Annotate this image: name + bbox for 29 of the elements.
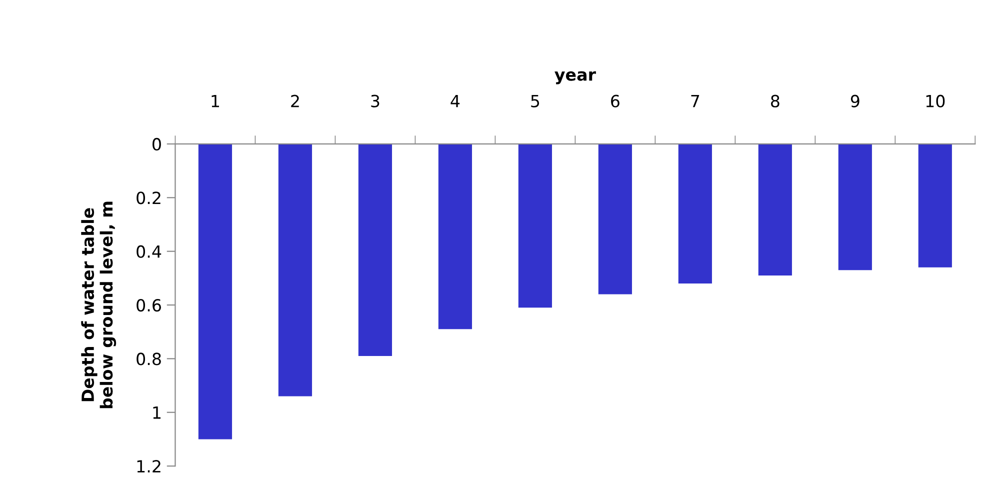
x-tick-label: 10 <box>926 94 945 108</box>
y-tick-label: 0 <box>152 138 161 151</box>
x-tick-label: 5 <box>531 95 540 108</box>
bar <box>918 144 952 268</box>
y-tick-label: 0.6 <box>136 298 161 312</box>
bar <box>358 144 392 356</box>
x-tick-label: 4 <box>450 95 460 108</box>
x-tick-label: 7 <box>691 95 700 108</box>
bar <box>598 144 632 294</box>
x-tick-label: 2 <box>291 94 299 108</box>
bar <box>678 144 712 284</box>
y-tick-label: 0.8 <box>136 352 161 366</box>
x-tick-label: 9 <box>850 94 860 108</box>
x-tick-label: 1 <box>212 95 219 108</box>
x-tick-label: 8 <box>771 94 780 108</box>
y-tick-label: 1 <box>153 406 160 419</box>
bar <box>198 144 232 440</box>
x-tick-label: 6 <box>611 94 620 108</box>
y-tick-label: 0.4 <box>136 245 162 258</box>
y-tick-label: 0.2 <box>136 192 160 204</box>
y-axis-title: Depth of water table below ground level, m <box>81 202 116 408</box>
bar <box>518 144 552 308</box>
x-tick-label: 3 <box>371 94 380 108</box>
y-tick-label: 1.2 <box>137 460 160 472</box>
bar <box>278 144 312 396</box>
bar <box>438 144 472 330</box>
bar <box>838 144 872 270</box>
bar <box>758 144 792 276</box>
x-axis-title: year <box>554 71 596 84</box>
